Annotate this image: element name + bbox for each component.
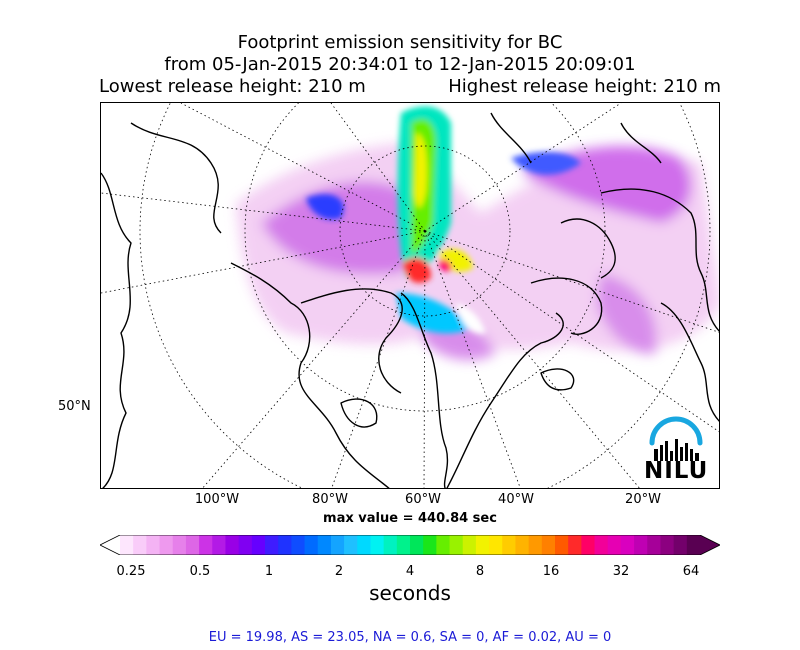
title-line-1: Footprint emission sensitivity for BC [237, 32, 563, 53]
sensitivity-field [236, 106, 719, 361]
colorbar-tick-label: 0.5 [189, 564, 211, 579]
colorbar-segment [185, 535, 200, 555]
colorbar-segment [304, 535, 319, 555]
colorbar-extend-high [700, 535, 720, 555]
colorbar-segment [555, 535, 569, 555]
footprint-map [100, 102, 720, 489]
coastlines [101, 112, 719, 488]
colorbar-segment [620, 535, 635, 555]
colorbar-segment [515, 535, 530, 555]
x-tick-label: 80°W [312, 492, 348, 507]
colorbar-segment [410, 535, 424, 555]
colorbar-segment [568, 535, 582, 555]
colorbar-segment [581, 535, 596, 555]
colorbar-tick-label: 16 [542, 564, 560, 579]
colorbar-segment [120, 535, 134, 555]
colorbar-segment [291, 535, 306, 555]
colorbar-segment [133, 535, 147, 555]
x-tick-label: 40°W [498, 492, 534, 507]
region-contributions: EU = 19.98, AS = 23.05, NA = 0.6, SA = 0… [208, 630, 612, 645]
colorbar-segment [475, 535, 490, 555]
colorbar-segment [436, 535, 451, 555]
colorbar-segment [225, 535, 240, 555]
colorbar-tick-label: 32 [612, 564, 630, 579]
colorbar-segment [238, 535, 253, 555]
colorbar-segment [278, 535, 292, 555]
colorbar-segment [212, 535, 227, 555]
colorbar-segment [647, 535, 662, 555]
nilu-logo: NILU [644, 415, 708, 485]
colorbar-svg [99, 534, 721, 556]
colorbar-segment [449, 535, 464, 555]
colorbar-segment [251, 535, 266, 555]
colorbar [99, 534, 721, 559]
colorbar-segment [673, 535, 688, 555]
colorbar-tick-label: 8 [475, 564, 485, 579]
colorbar-tick-label: 0.25 [116, 564, 146, 579]
colorbar-segment [660, 535, 675, 555]
lowest-release-height: Lowest release height: 210 m [99, 76, 366, 97]
colorbar-segment [634, 535, 648, 555]
colorbar-segment [370, 535, 385, 555]
highest-release-height: Highest release height: 210 m [448, 76, 721, 97]
colorbar-units-label: seconds [369, 581, 451, 605]
colorbar-segment [541, 535, 556, 555]
colorbar-segment [344, 535, 358, 555]
y-tick-label: 50°N [58, 399, 91, 414]
colorbar-segment [528, 535, 543, 555]
colorbar-tick-label: 4 [405, 564, 415, 579]
colorbar-segment [489, 535, 503, 555]
colorbar-segment [159, 535, 174, 555]
colorbar-segment [317, 535, 332, 555]
colorbar-segment [199, 535, 213, 555]
colorbar-segment [172, 535, 187, 555]
colorbar-segment [265, 535, 279, 555]
map-canvas [101, 103, 719, 488]
colorbar-segment [383, 535, 398, 555]
colorbar-segment [396, 535, 411, 555]
title-line-2: from 05-Jan-2015 20:34:01 to 12-Jan-2015… [164, 54, 636, 75]
colorbar-segment [423, 535, 437, 555]
colorbar-segment [146, 535, 161, 555]
colorbar-segment [607, 535, 622, 555]
nilu-logo-graphic [649, 416, 703, 461]
colorbar-tick-label: 1 [264, 564, 274, 579]
colorbar-segment [594, 535, 609, 555]
colorbar-tick-label: 2 [334, 564, 344, 579]
colorbar-segment [462, 535, 477, 555]
x-tick-label: 60°W [405, 492, 441, 507]
nilu-logo-text: NILU [644, 458, 709, 484]
colorbar-segment [686, 535, 701, 555]
colorbar-tick-label: 64 [682, 564, 700, 579]
x-tick-label: 20°W [625, 492, 661, 507]
max-value-label: max value = 440.84 sec [323, 511, 497, 526]
colorbar-segment [357, 535, 372, 555]
graticule [101, 103, 719, 488]
colorbar-extend-low [100, 535, 120, 555]
x-tick-label: 100°W [194, 492, 240, 507]
colorbar-segment [330, 535, 345, 555]
colorbar-segment [502, 535, 517, 555]
